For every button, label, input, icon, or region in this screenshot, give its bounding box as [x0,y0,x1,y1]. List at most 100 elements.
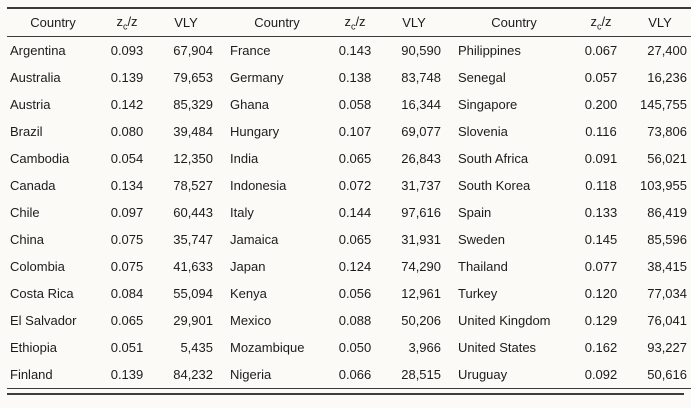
country-cell: Colombia [10,259,65,274]
country-cell: Australia [10,70,61,85]
vly-cell: 76,041 [647,313,687,328]
ratio-cell: 0.065 [338,232,372,247]
vly-cell: 85,329 [173,97,213,112]
vly-header: VLY [155,8,227,37]
vly-cell: 74,290 [401,259,441,274]
country-cell: Senegal [458,70,506,85]
vly-cell: 77,034 [647,286,687,301]
vly-cell: 29,901 [173,313,213,328]
country-cell: Kenya [230,286,267,301]
vly-cell: 39,484 [173,124,213,139]
table-row: Colombia 0.075 41,633 Japan 0.124 74,290… [7,253,691,280]
country-cell: Japan [230,259,266,274]
ratio-cell: 0.093 [110,43,144,58]
vly-cell: 86,419 [647,205,687,220]
vly-cell: 12,961 [401,286,441,301]
table-row: El Salvador 0.065 29,901 Mexico 0.088 50… [7,307,691,334]
country-cell: Cambodia [10,151,70,166]
ratio-cell: 0.057 [584,70,618,85]
ratio-cell: 0.092 [584,367,618,382]
ratio-cell: 0.145 [584,232,618,247]
ratio-cell: 0.162 [584,340,618,355]
ratio-cell: 0.107 [338,124,372,139]
vly-cell: 50,206 [401,313,441,328]
country-cell: El Salvador [10,313,77,328]
country-cell: Mozambique [230,340,305,355]
vly-cell: 5,435 [180,340,213,355]
vly-cell: 83,748 [401,70,441,85]
country-cell: Jamaica [230,232,279,247]
vly-header: VLY [383,8,455,37]
country-cell: Brazil [10,124,43,139]
ratio-cell: 0.139 [110,70,144,85]
table-row: Costa Rica 0.084 55,094 Kenya 0.056 12,9… [7,280,691,307]
ratio-cell: 0.124 [338,259,372,274]
vly-cell: 55,094 [173,286,213,301]
ratio-cell: 0.120 [584,286,618,301]
ratio-cell: 0.077 [584,259,618,274]
ratio-cell: 0.056 [338,286,372,301]
vly-cell: 35,747 [173,232,213,247]
ratio-header: zc/z [99,8,155,37]
country-cell: Singapore [458,97,518,112]
ratio-cell: 0.143 [338,43,372,58]
country-cell: Canada [10,178,56,193]
country-cell: India [230,151,259,166]
ratio-cell: 0.142 [110,97,144,112]
ratio-cell: 0.075 [110,259,144,274]
ratio-header: zc/z [573,8,629,37]
table-row: Cambodia 0.054 12,350 India 0.065 26,843… [7,145,691,172]
country-cell: United States [458,340,537,355]
ratio-cell: 0.050 [338,340,372,355]
vly-cell: 16,344 [401,97,441,112]
header-row: Country zc/z VLY Country zc/z VLY Countr… [7,8,691,37]
country-cell: Chile [10,205,40,220]
ratio-cell: 0.065 [110,313,144,328]
table-row: Canada 0.134 78,527 Indonesia 0.072 31,7… [7,172,691,199]
ratio-cell: 0.138 [338,70,372,85]
vly-cell: 145,755 [640,97,687,112]
vly-cell: 69,077 [401,124,441,139]
vly-cell: 27,400 [647,43,687,58]
table-row: China 0.075 35,747 Jamaica 0.065 31,931 … [7,226,691,253]
vly-cell: 90,590 [401,43,441,58]
ratio-cell: 0.200 [584,97,618,112]
vly-cell: 28,515 [401,367,441,382]
ratio-cell: 0.058 [338,97,372,112]
vly-cell: 73,806 [647,124,687,139]
ratio-cell: 0.088 [338,313,372,328]
ratio-cell: 0.097 [110,205,144,220]
vly-cell: 78,527 [173,178,213,193]
vly-cell: 50,616 [647,367,687,382]
ratio-cell: 0.144 [338,205,372,220]
country-cell: Finland [10,367,53,382]
vly-cell: 84,232 [173,367,213,382]
vly-cell: 60,443 [173,205,213,220]
country-cell: Nigeria [230,367,272,382]
country-cell: Philippines [458,43,521,58]
vly-cell: 38,415 [647,259,687,274]
vly-header: VLY [629,8,691,37]
country-cell: Costa Rica [10,286,74,301]
vly-cell: 26,843 [401,151,441,166]
country-cell: Ghana [230,97,270,112]
country-cell: Thailand [458,259,508,274]
country-cell: Argentina [10,43,66,58]
table-row: Ethiopia 0.051 5,435 Mozambique 0.050 3,… [7,334,691,361]
ratio-cell: 0.051 [110,340,144,355]
vly-cell: 56,021 [647,151,687,166]
country-cell: South Korea [458,178,531,193]
country-cell: South Africa [458,151,529,166]
country-cell: Indonesia [230,178,287,193]
vly-cell: 93,227 [647,340,687,355]
ratio-cell: 0.116 [585,124,617,139]
country-cell: Mexico [230,313,272,328]
ratio-cell: 0.066 [338,367,372,382]
country-cell: Ethiopia [10,340,57,355]
ratio-cell: 0.072 [338,178,372,193]
vly-cell: 97,616 [401,205,441,220]
country-cell: China [10,232,44,247]
ratio-cell: 0.065 [338,151,372,166]
table-row: Argentina 0.093 67,904 France 0.143 90,5… [7,37,691,65]
country-cell: Austria [10,97,51,112]
